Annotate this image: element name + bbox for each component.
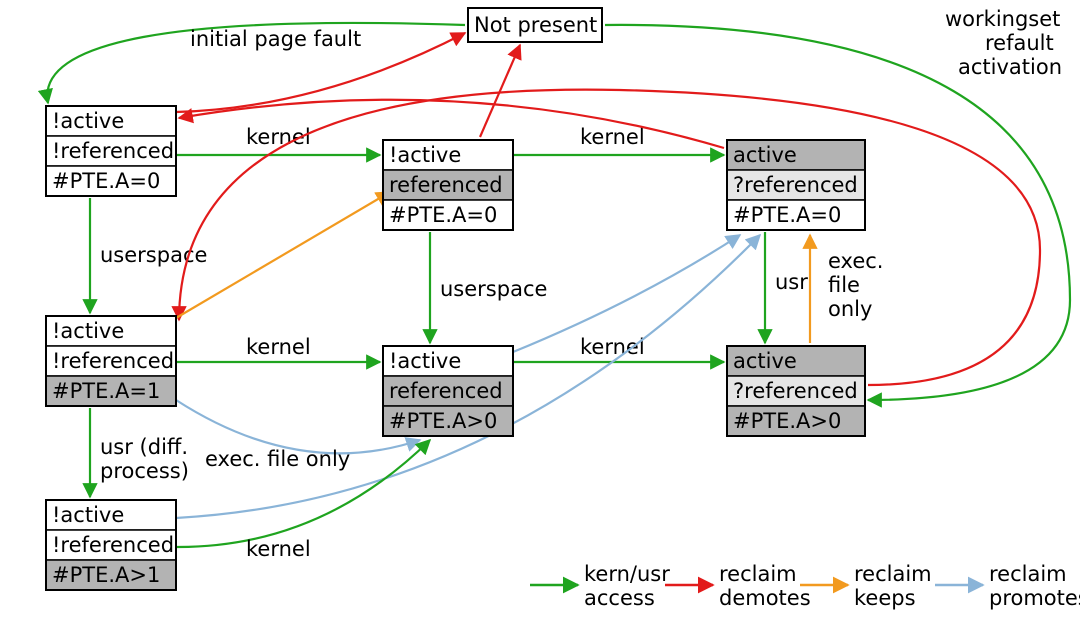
node-not_present: Not present	[468, 8, 602, 42]
lbl-initial-fault: initial page fault	[190, 27, 361, 51]
lbl-exec3: only	[828, 297, 872, 321]
node-B-row-2: #PTE.A=0	[389, 203, 497, 227]
node-C-row-2: #PTE.A=0	[733, 203, 841, 227]
legend-bottom-1: demotes	[719, 586, 811, 610]
node-F: active ?referenced #PTE.A>0	[727, 346, 865, 436]
lbl-workingset1: workingset	[945, 7, 1060, 31]
lbl-exec-file-only: exec. file only	[205, 447, 350, 471]
node-A-row-1: !referenced	[52, 139, 174, 163]
node-A-row-0: !active	[52, 109, 124, 133]
lbl-usrdiff2: process)	[100, 459, 189, 483]
node-G-row-2: #PTE.A>1	[52, 563, 160, 587]
node-G-row-0: !active	[52, 503, 124, 527]
node-F-row-1: ?referenced	[733, 379, 858, 403]
legend-bottom-0: access	[584, 586, 655, 610]
legend: kern/usraccessreclaimdemotesreclaimkeeps…	[530, 562, 1080, 610]
edge-label-B-E-userspace: userspace	[440, 277, 547, 301]
node-F-row-0: active	[733, 349, 797, 373]
lbl-exec2: file	[828, 273, 860, 297]
node-G-row-1: !referenced	[52, 533, 174, 557]
legend-top-2: reclaim	[854, 562, 932, 586]
edge-label-B-C-kernel: kernel	[580, 125, 645, 149]
edge-D-B-keep	[176, 192, 390, 318]
state-diagram: kernelkernelkernelkerneluserspaceuserspa…	[0, 0, 1080, 629]
lbl-usrdiff1: usr (diff.	[100, 435, 188, 459]
edge-label-D-E-kernel: kernel	[246, 335, 311, 359]
edge-label-C-F-usr: usr	[775, 270, 808, 294]
node-C-row-0: active	[733, 143, 797, 167]
node-D-row-1: !referenced	[52, 349, 174, 373]
lbl-exec1: exec.	[828, 249, 883, 273]
node-D-row-2: #PTE.A=1	[52, 379, 160, 403]
node-E-row-1: referenced	[389, 379, 503, 403]
node-E-row-0: !active	[389, 349, 461, 373]
node-D-row-0: !active	[52, 319, 124, 343]
node-D: !active !referenced #PTE.A=1	[46, 316, 176, 406]
node-C-row-1: ?referenced	[733, 173, 858, 197]
legend-top-0: kern/usr	[584, 562, 670, 586]
node-E: !active referenced #PTE.A>0	[383, 346, 513, 436]
node-G: !active !referenced #PTE.A>1	[46, 500, 176, 590]
legend-top-1: reclaim	[719, 562, 797, 586]
node-C: active ?referenced #PTE.A=0	[727, 140, 865, 230]
node-B-row-0: !active	[389, 143, 461, 167]
node-B: !active referenced #PTE.A=0	[383, 140, 513, 230]
lbl-workingset2: refault	[985, 31, 1054, 55]
node-F-row-2: #PTE.A>0	[733, 409, 841, 433]
legend-bottom-3: promotes	[989, 586, 1080, 610]
lbl-workingset3: activation	[958, 55, 1062, 79]
edge-label-E-F-kernel: kernel	[580, 335, 645, 359]
node-A: !active !referenced #PTE.A=0	[46, 106, 176, 196]
node-E-row-2: #PTE.A>0	[389, 409, 497, 433]
node-A-row-2: #PTE.A=0	[52, 169, 160, 193]
labels-layer: initial page faultworkingsetrefaultactiv…	[100, 7, 1062, 483]
edges-layer: kernelkernelkernelkerneluserspaceuserspa…	[47, 23, 1070, 561]
legend-bottom-2: keeps	[854, 586, 916, 610]
legend-top-3: reclaim	[989, 562, 1067, 586]
node-not_present-row-0: Not present	[474, 13, 597, 37]
node-B-row-1: referenced	[389, 173, 503, 197]
edge-label-G-E-kernel: kernel	[246, 537, 311, 561]
